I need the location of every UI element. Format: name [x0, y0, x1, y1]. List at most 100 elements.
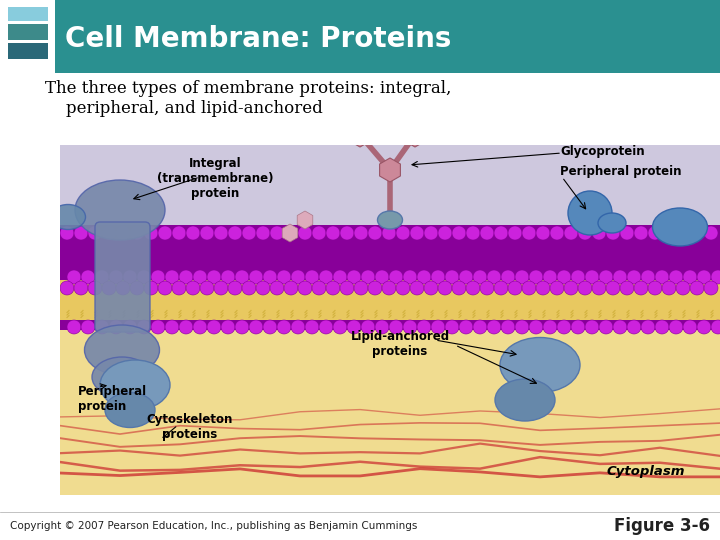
- Circle shape: [165, 320, 179, 334]
- Circle shape: [697, 320, 711, 334]
- Circle shape: [445, 270, 459, 284]
- Circle shape: [200, 281, 214, 295]
- Circle shape: [662, 281, 676, 295]
- Circle shape: [109, 270, 123, 284]
- Circle shape: [410, 226, 424, 240]
- Text: Cytoskeleton
proteins: Cytoskeleton proteins: [147, 413, 233, 441]
- Circle shape: [130, 226, 144, 240]
- Circle shape: [522, 226, 536, 240]
- Circle shape: [571, 320, 585, 334]
- Ellipse shape: [598, 213, 626, 233]
- Circle shape: [375, 320, 389, 334]
- Circle shape: [326, 281, 340, 295]
- Circle shape: [151, 320, 165, 334]
- Circle shape: [277, 270, 291, 284]
- Circle shape: [144, 281, 158, 295]
- Circle shape: [606, 226, 620, 240]
- FancyBboxPatch shape: [60, 320, 720, 495]
- Circle shape: [60, 281, 74, 295]
- Circle shape: [438, 226, 452, 240]
- Circle shape: [634, 226, 648, 240]
- Circle shape: [613, 270, 627, 284]
- Circle shape: [368, 281, 382, 295]
- Circle shape: [543, 320, 557, 334]
- Circle shape: [354, 281, 368, 295]
- Circle shape: [606, 281, 620, 295]
- Circle shape: [676, 281, 690, 295]
- Circle shape: [130, 281, 144, 295]
- Circle shape: [172, 281, 186, 295]
- Circle shape: [179, 320, 193, 334]
- Circle shape: [690, 281, 704, 295]
- Circle shape: [270, 226, 284, 240]
- Circle shape: [333, 320, 347, 334]
- Circle shape: [333, 270, 347, 284]
- Circle shape: [459, 320, 473, 334]
- Circle shape: [459, 270, 473, 284]
- Circle shape: [396, 281, 410, 295]
- Circle shape: [67, 320, 81, 334]
- Circle shape: [151, 270, 165, 284]
- Circle shape: [564, 281, 578, 295]
- Circle shape: [431, 320, 445, 334]
- Circle shape: [95, 320, 109, 334]
- Circle shape: [585, 270, 599, 284]
- Circle shape: [340, 281, 354, 295]
- Circle shape: [564, 226, 578, 240]
- Circle shape: [263, 270, 277, 284]
- Circle shape: [480, 281, 494, 295]
- Circle shape: [123, 320, 137, 334]
- Circle shape: [568, 191, 612, 235]
- FancyBboxPatch shape: [60, 280, 720, 320]
- Circle shape: [669, 320, 683, 334]
- Circle shape: [137, 270, 151, 284]
- Circle shape: [116, 281, 130, 295]
- FancyBboxPatch shape: [60, 280, 720, 330]
- Circle shape: [116, 226, 130, 240]
- Circle shape: [277, 320, 291, 334]
- FancyBboxPatch shape: [95, 222, 150, 332]
- FancyBboxPatch shape: [8, 24, 48, 40]
- Circle shape: [515, 270, 529, 284]
- FancyBboxPatch shape: [8, 7, 48, 21]
- Circle shape: [109, 320, 123, 334]
- Circle shape: [214, 226, 228, 240]
- Circle shape: [578, 281, 592, 295]
- Text: Integral
(transmembrane)
protein: Integral (transmembrane) protein: [157, 157, 274, 200]
- Circle shape: [144, 226, 158, 240]
- Circle shape: [620, 226, 634, 240]
- Circle shape: [571, 270, 585, 284]
- Circle shape: [494, 281, 508, 295]
- Circle shape: [431, 270, 445, 284]
- Circle shape: [522, 281, 536, 295]
- Circle shape: [214, 281, 228, 295]
- Circle shape: [354, 226, 368, 240]
- Circle shape: [284, 226, 298, 240]
- Circle shape: [382, 226, 396, 240]
- Circle shape: [683, 320, 697, 334]
- Circle shape: [557, 270, 571, 284]
- Circle shape: [347, 320, 361, 334]
- Circle shape: [179, 270, 193, 284]
- Ellipse shape: [377, 211, 402, 229]
- Circle shape: [648, 226, 662, 240]
- Circle shape: [361, 270, 375, 284]
- Circle shape: [270, 281, 284, 295]
- Circle shape: [200, 226, 214, 240]
- Circle shape: [186, 281, 200, 295]
- Circle shape: [165, 270, 179, 284]
- Circle shape: [417, 320, 431, 334]
- Circle shape: [445, 320, 459, 334]
- Text: Cytoplasm: Cytoplasm: [606, 465, 685, 478]
- Circle shape: [599, 320, 613, 334]
- Circle shape: [487, 320, 501, 334]
- Circle shape: [550, 281, 564, 295]
- Circle shape: [291, 320, 305, 334]
- Circle shape: [466, 226, 480, 240]
- Circle shape: [585, 320, 599, 334]
- Circle shape: [263, 320, 277, 334]
- Circle shape: [221, 320, 235, 334]
- Circle shape: [67, 270, 81, 284]
- Circle shape: [207, 270, 221, 284]
- Ellipse shape: [92, 357, 152, 397]
